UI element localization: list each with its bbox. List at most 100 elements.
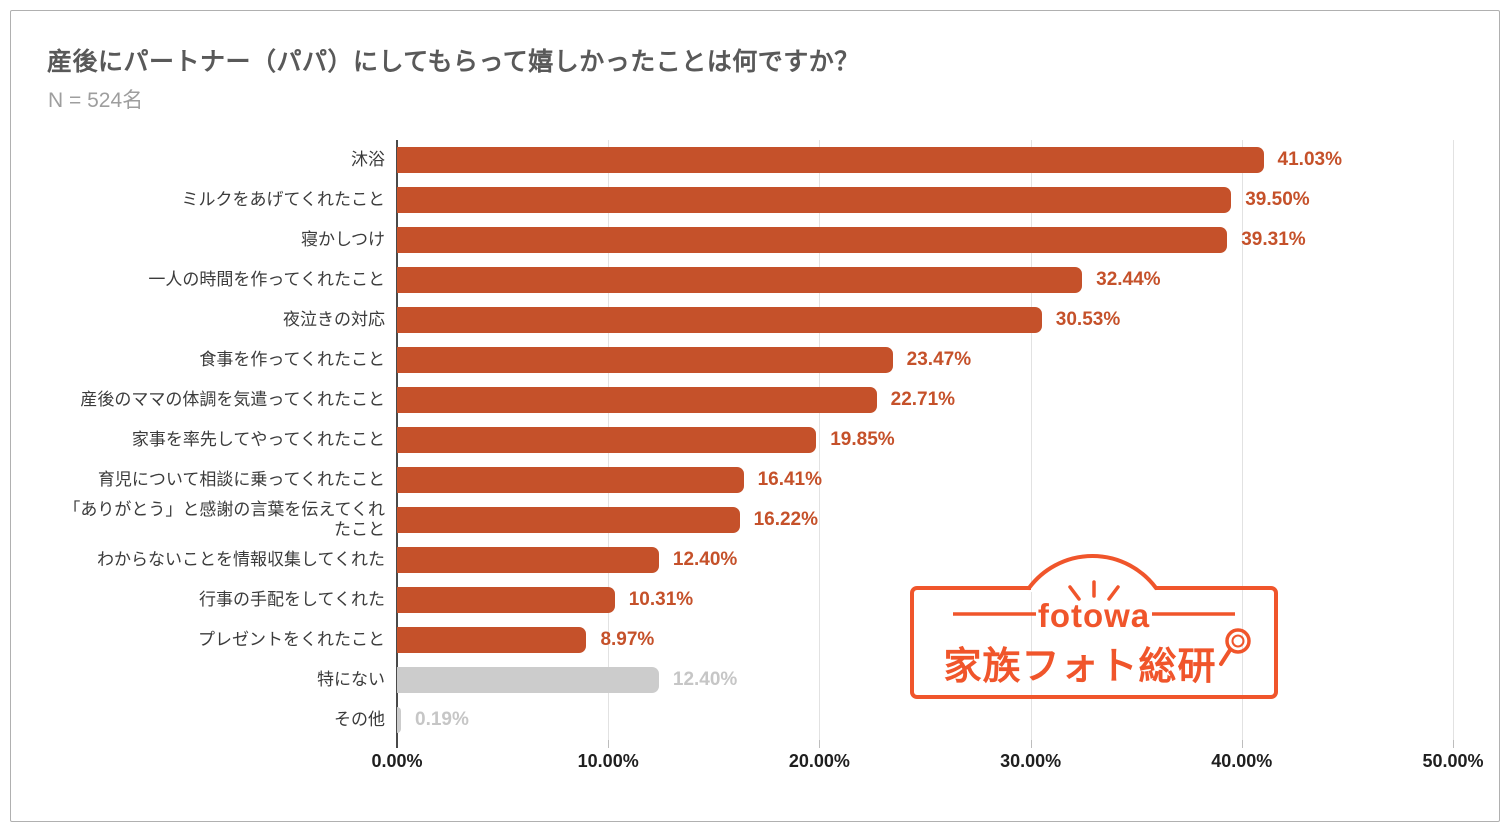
value-label: 19.85%: [830, 429, 895, 450]
axis-tick: [1030, 740, 1032, 748]
category-label: わからないことを情報収集してくれた: [97, 550, 385, 570]
chart-row: 食事を作ってくれたこと 23.47%: [47, 340, 1477, 380]
x-axis-label: 50.00%: [1422, 751, 1484, 771]
chart-row: 寝かしつけ 39.31%: [47, 220, 1477, 260]
category-label: 沐浴: [351, 150, 385, 170]
bar-rows: 沐浴 41.03% ミルクをあげてくれたこと 39.50% 寝かしつけ 39.3…: [47, 140, 1477, 740]
category-label: 寝かしつけ: [301, 230, 385, 250]
axis-tick: [1241, 740, 1243, 748]
chart-row: 特にない 12.40%: [47, 660, 1477, 700]
value-label: 41.03%: [1277, 149, 1342, 170]
x-axis-label: 20.00%: [788, 751, 850, 771]
bar-track: 39.50%: [397, 180, 1453, 220]
x-axis-label: 30.00%: [1000, 751, 1062, 771]
value-label: 12.40%: [672, 669, 738, 690]
bar-chart: 沐浴 41.03% ミルクをあげてくれたこと 39.50% 寝かしつけ 39.3…: [47, 140, 1477, 740]
bar-track: 12.40%: [397, 660, 1453, 700]
bar: [397, 387, 877, 413]
chart-row: 行事の手配をしてくれた 10.31%: [47, 580, 1477, 620]
bar-track: 10.31%: [397, 580, 1453, 620]
chart-row: 育児について相談に乗ってくれたこと 16.41%: [47, 460, 1477, 500]
bar-track: 32.44%: [397, 260, 1453, 300]
x-axis-label: 40.00%: [1211, 751, 1273, 771]
chart-row: 一人の時間を作ってくれたこと 32.44%: [47, 260, 1477, 300]
value-label: 23.47%: [906, 349, 972, 370]
value-label: 0.19%: [415, 709, 469, 730]
category-label: 行事の手配をしてくれた: [199, 590, 385, 610]
value-label: 32.44%: [1096, 269, 1161, 290]
bar-track: 30.53%: [397, 300, 1453, 340]
axis-tick: [1453, 740, 1454, 748]
bar: [397, 467, 744, 493]
sparkle-icon: [1068, 580, 1120, 601]
chart-row: 夜泣きの対応 30.53%: [47, 300, 1477, 340]
category-label: 一人の時間を作ってくれたこと: [148, 270, 385, 290]
fotowa-logo: fotowa 家族フォト総研: [910, 553, 1278, 699]
bar: [397, 187, 1232, 213]
category-label: 「ありがとう」と感謝の言葉を伝えてくれたこと: [63, 500, 385, 539]
bar: [397, 507, 740, 533]
value-label: 39.50%: [1245, 189, 1310, 210]
sample-size-label: N = 524名: [48, 89, 144, 112]
bar-track: 41.03%: [397, 140, 1453, 180]
category-label: 産後のママの体調を気遣ってくれたこと: [80, 390, 385, 410]
x-axis: 0.00% 10.00% 20.00% 30.00% 40.00% 50.00%: [371, 740, 1484, 780]
category-label: 特にない: [317, 670, 385, 690]
gridline: [1453, 140, 1454, 740]
axis-tick: [396, 740, 398, 748]
bar-track: 23.47%: [397, 340, 1453, 380]
gridline: [819, 140, 821, 740]
logo-brand-text: fotowa: [1038, 597, 1150, 634]
chart-row: 「ありがとう」と感謝の言葉を伝えてくれたこと 16.22%: [47, 500, 1477, 540]
category-label: 夜泣きの対応: [283, 310, 385, 330]
chart-title: 産後にパートナー（パパ）にしてもらって嬉しかったことは何ですか？: [47, 48, 860, 76]
gridline: [1030, 140, 1032, 740]
bar-track: 19.85%: [397, 420, 1453, 460]
category-label: 育児について相談に乗ってくれたこと: [97, 470, 385, 490]
bar-track: 12.40%: [397, 540, 1453, 580]
bar: [397, 147, 1264, 173]
gridline: [1241, 140, 1243, 740]
value-label: 10.31%: [628, 589, 694, 610]
chart-row: プレゼントをくれたこと 8.97%: [47, 620, 1477, 660]
value-label: 12.40%: [672, 549, 738, 570]
category-label: 食事を作ってくれたこと: [199, 350, 385, 370]
value-label: 8.97%: [600, 629, 655, 650]
chart-row: その他 0.19%: [47, 700, 1477, 740]
category-label: 家事を率先してやってくれたこと: [131, 430, 385, 450]
x-axis-label: 10.00%: [577, 751, 639, 771]
value-label: 30.53%: [1055, 309, 1121, 330]
chart-row: 家事を率先してやってくれたこと 19.85%: [47, 420, 1477, 460]
bar-track: 0.19%: [397, 700, 1453, 740]
bar-track: 22.71%: [397, 380, 1453, 420]
chart-row: ミルクをあげてくれたこと 39.50%: [47, 180, 1477, 220]
bar-track: 16.41%: [397, 460, 1453, 500]
bar: [397, 667, 659, 693]
bar: [397, 347, 893, 373]
logo-arc: [1027, 553, 1158, 590]
axis-tick: [819, 740, 821, 748]
bar: [397, 707, 401, 733]
x-axis-label: 0.00%: [371, 751, 423, 771]
bar: [397, 627, 587, 653]
category-label: ミルクをあげてくれたこと: [181, 190, 386, 210]
value-label: 16.22%: [753, 509, 819, 530]
bar: [397, 547, 659, 573]
chart-row: 沐浴 41.03%: [47, 140, 1477, 180]
category-label: その他: [334, 710, 385, 730]
bar-track: 16.22%: [397, 500, 1453, 540]
value-label: 16.41%: [757, 469, 823, 490]
value-label: 39.31%: [1241, 229, 1306, 250]
category-label: プレゼントをくれたこと: [198, 630, 385, 650]
bar-track: 39.31%: [397, 220, 1453, 260]
bar: [397, 227, 1228, 253]
value-label: 22.71%: [890, 389, 956, 410]
logo-name-text: 家族フォト総研: [943, 646, 1216, 688]
magnifier-icon: [1219, 628, 1251, 666]
bar: [397, 427, 817, 453]
bar: [397, 587, 615, 613]
chart-row: わからないことを情報収集してくれた 12.40%: [47, 540, 1477, 580]
bar: [397, 307, 1042, 333]
bar-track: 8.97%: [397, 620, 1453, 660]
